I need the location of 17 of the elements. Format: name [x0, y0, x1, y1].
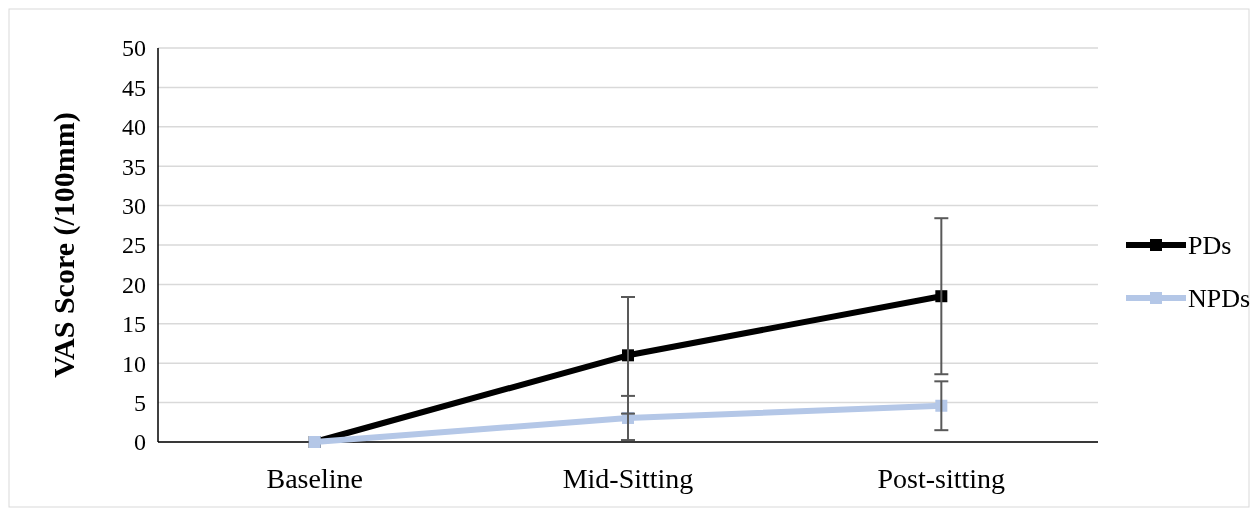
legend-label: NPDs [1188, 284, 1251, 314]
x-tick-label: Post-sitting [877, 463, 1006, 494]
y-tick-label: 45 [122, 74, 146, 101]
x-tick-label: Mid-Sitting [562, 463, 694, 494]
y-tick-label: 35 [122, 153, 146, 180]
y-tick-label: 10 [122, 350, 146, 377]
y-tick-label: 30 [122, 193, 146, 219]
y-tick-label: 25 [122, 232, 146, 259]
y-tick-label: 0 [134, 429, 146, 456]
y-tick-label: 40 [122, 114, 146, 141]
y-tick-label: 20 [122, 271, 146, 298]
y-tick-label: 15 [122, 311, 146, 338]
y-axis-title: VAS Score (/100mm) [47, 112, 81, 378]
y-tick-label: 50 [122, 35, 146, 62]
legend-label: PDs [1188, 231, 1232, 261]
x-tick-label: Baseline [266, 463, 363, 494]
y-tick-label: 5 [134, 390, 146, 416]
